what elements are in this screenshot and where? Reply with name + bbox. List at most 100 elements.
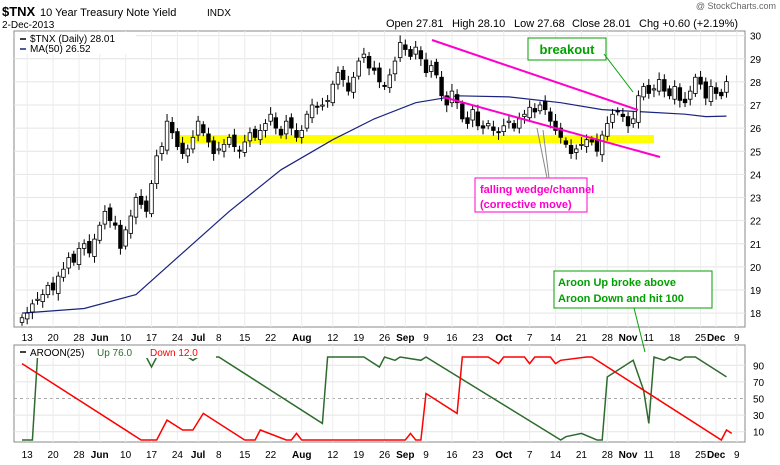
price-xtick-Sep: Sep — [396, 333, 414, 344]
candle — [470, 105, 475, 128]
candle-body — [242, 141, 247, 153]
price-xtick-9: 9 — [423, 333, 429, 344]
candle-body — [480, 125, 486, 129]
price-ytick-28: 28 — [750, 78, 762, 89]
candle — [641, 83, 646, 101]
symbol-title: $TNX — [2, 4, 36, 19]
candle-body — [465, 117, 470, 124]
candle-body — [325, 99, 330, 102]
candle — [558, 122, 563, 144]
price-xtick-Aug: Aug — [292, 333, 311, 344]
candle-body — [289, 117, 294, 129]
aroon-xtick-12: 12 — [327, 450, 339, 461]
candle-body — [154, 155, 159, 185]
price-ytick-22: 22 — [750, 217, 762, 228]
candle-body — [92, 238, 97, 257]
candle — [320, 97, 325, 111]
candle-body — [698, 76, 703, 85]
candle-body — [574, 148, 579, 153]
candle — [278, 125, 284, 139]
candle-body — [66, 257, 71, 269]
candle — [97, 221, 102, 244]
breakout-arrow — [603, 53, 634, 93]
candle — [211, 136, 216, 161]
candle — [392, 56, 398, 81]
candle-body — [206, 133, 211, 143]
candle — [485, 120, 491, 130]
aroon-xtick-10: 10 — [120, 450, 132, 461]
aroon-legend-bg — [16, 346, 216, 358]
aroon-xtick-22: 22 — [265, 450, 277, 461]
candle-body — [454, 94, 460, 104]
candle — [144, 195, 149, 218]
price-xtick-28: 28 — [602, 333, 614, 344]
candlesticks — [19, 35, 729, 326]
candle-body — [434, 61, 439, 76]
candle-body — [61, 268, 66, 278]
candle — [226, 133, 232, 148]
candle — [719, 88, 724, 100]
candle-body — [662, 79, 667, 92]
candle — [713, 82, 719, 100]
candle-body — [641, 86, 646, 98]
price-xtick-Nov: Nov — [619, 333, 638, 344]
candle — [672, 80, 677, 105]
candle — [138, 189, 144, 209]
candle — [651, 84, 657, 98]
price-xtick-14: 14 — [550, 333, 562, 344]
price-xtick-10: 10 — [120, 333, 132, 344]
candle — [258, 124, 263, 146]
aroon-xtick-7: 7 — [527, 450, 533, 461]
price-legend: $TNX (Daily) 28.01 MA(50) 26.52 — [16, 32, 136, 55]
candle-body — [247, 132, 253, 142]
candle — [232, 128, 237, 152]
price-ytick-27: 27 — [750, 101, 762, 112]
candle — [92, 233, 97, 263]
candle — [190, 130, 196, 154]
candle — [19, 314, 25, 326]
candle-body — [475, 111, 481, 127]
candle-body — [517, 118, 522, 129]
candle-body — [485, 123, 491, 127]
price-xtick-Dec: Dec — [707, 333, 726, 344]
candle — [268, 107, 273, 126]
candle-body — [418, 50, 424, 60]
candle-body — [677, 87, 683, 101]
candle — [66, 252, 71, 275]
ma50-line — [21, 95, 727, 314]
candle-body — [128, 215, 133, 234]
candle-body — [237, 149, 242, 152]
candle — [123, 226, 128, 250]
candle-body — [304, 113, 310, 129]
candle — [335, 66, 341, 90]
price-ytick-20: 20 — [750, 263, 762, 274]
candle — [340, 65, 346, 87]
candle — [133, 193, 139, 225]
candle — [175, 128, 180, 151]
candle-body — [408, 49, 413, 57]
security-name: 10 Year Treasury Note Yield — [40, 7, 176, 19]
candle — [283, 114, 289, 140]
candle-body — [719, 91, 724, 97]
candle-body — [123, 229, 128, 247]
candle — [688, 85, 693, 106]
candle — [434, 58, 439, 79]
candle-body — [667, 88, 672, 97]
wedge-text-line1: falling wedge/channel — [480, 184, 594, 196]
candle-body — [703, 81, 708, 99]
candle — [656, 72, 662, 96]
candle — [413, 40, 418, 60]
candle-body — [164, 120, 170, 151]
candle-body — [377, 67, 382, 83]
price-ytick-24: 24 — [750, 170, 762, 181]
price-legend-label: $TNX (Daily) 28.01 — [30, 34, 115, 45]
candle — [667, 85, 672, 100]
candle-body — [102, 210, 108, 225]
candle-body — [656, 79, 662, 92]
candle — [366, 52, 372, 76]
candle-body — [159, 146, 165, 154]
candle-body — [263, 123, 268, 131]
aroon-xtick-20: 20 — [48, 450, 60, 461]
candle-body — [268, 113, 273, 122]
candle-body — [522, 113, 527, 117]
